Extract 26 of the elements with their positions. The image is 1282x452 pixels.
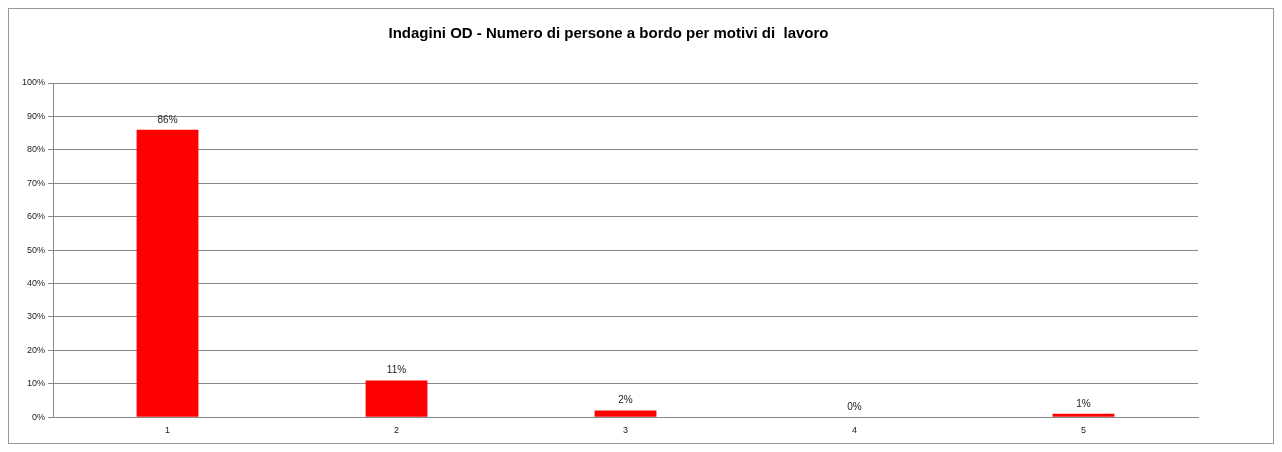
data-label: 0% xyxy=(847,400,862,412)
y-tick-label: 10% xyxy=(27,378,46,389)
x-tick-label: 1 xyxy=(165,425,171,436)
x-tick-label: 5 xyxy=(1080,425,1087,436)
bar xyxy=(1052,413,1115,417)
data-label: 1% xyxy=(1076,397,1091,409)
data-label: 86% xyxy=(157,113,178,125)
y-tick-label: 40% xyxy=(27,278,46,288)
chart-title: Indagini OD - Numero di persone a bordo per motivi di lavoro xyxy=(388,24,829,42)
y-tick-label: 90% xyxy=(27,110,46,121)
y-tick-label: 100% xyxy=(21,77,46,88)
y-tick-label: 80% xyxy=(27,144,46,155)
x-tick-label: 4 xyxy=(852,425,858,436)
bar xyxy=(594,410,657,417)
y-tick-label: 30% xyxy=(27,311,46,322)
bar xyxy=(365,380,428,417)
data-label: 2% xyxy=(618,394,633,406)
y-tick-label: 70% xyxy=(27,177,46,188)
y-tick-label: 0% xyxy=(32,411,46,422)
y-tick-label: 60% xyxy=(27,211,46,222)
x-tick-label: 3 xyxy=(623,425,629,436)
y-tick-label: 50% xyxy=(27,244,46,255)
data-label: 11% xyxy=(386,364,407,376)
bar xyxy=(136,129,199,417)
x-tick-label: 2 xyxy=(394,425,400,436)
y-tick-label: 20% xyxy=(27,344,46,355)
